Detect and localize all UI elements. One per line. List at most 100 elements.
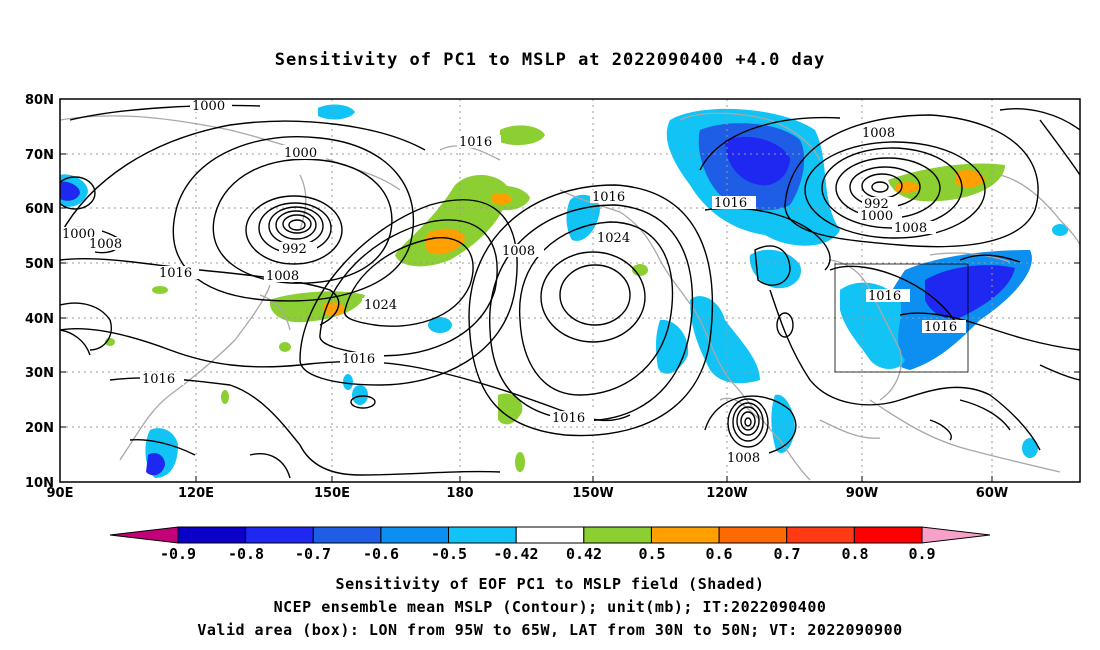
colorbar-swatch — [245, 526, 314, 544]
contour-label: 992 — [282, 242, 307, 257]
lon-label: 180 — [446, 486, 473, 501]
shade-pos-aleut-orange — [492, 193, 512, 205]
lat-label: 10N — [25, 476, 54, 491]
lon-label: 150E — [314, 486, 350, 501]
axis-ticks — [60, 98, 1080, 482]
shade-atlantic-north-inner — [725, 136, 790, 186]
latitude-labels: 80N 70N 60N 50N 40N 30N 20N 10N — [25, 93, 54, 491]
contour-label: 1016 — [142, 372, 175, 387]
shade-labrador-core — [925, 265, 1015, 319]
shade-valid-box — [840, 282, 905, 369]
contour-label: 1016 — [459, 135, 492, 150]
shade-pos-tropic — [498, 393, 523, 425]
shade-west-pac-core — [146, 453, 165, 476]
colorbar-swatch — [515, 526, 585, 544]
shade-siberia-core — [60, 181, 80, 201]
lat-label: 70N — [25, 148, 54, 163]
contour-label: 1016 — [924, 320, 957, 335]
caption-shaded: Sensitivity of EOF PC1 to MSLP field (Sh… — [335, 575, 765, 593]
colorbar-swatch — [786, 526, 855, 544]
colorbar-label: -0.7 — [294, 545, 332, 563]
colorbar-swatch — [312, 526, 382, 544]
shade-pos-japan — [269, 291, 365, 323]
colorbar-swatch — [718, 526, 788, 544]
contour-label: 1000 — [284, 146, 317, 161]
lat-label: 80N — [25, 93, 54, 108]
colorbar-high-triangle — [921, 526, 991, 544]
shade-pos-greenland-orange — [955, 170, 985, 188]
shade-pac-small3 — [343, 374, 353, 390]
lon-label: 60W — [976, 486, 1008, 501]
shade-pac-small2 — [352, 385, 368, 405]
contour-label: 1008 — [89, 237, 122, 252]
contour-label: 1008 — [894, 221, 927, 236]
colorbar-label: 0.6 — [705, 545, 733, 563]
shade-pos-small5 — [279, 342, 291, 352]
lon-label: 120W — [706, 486, 747, 501]
shade-atl-small2 — [1052, 224, 1068, 236]
lat-label: 50N — [25, 257, 54, 272]
contour-label: 1016 — [552, 411, 585, 426]
colorbar — [109, 526, 991, 544]
contour-label: 1000 — [192, 99, 225, 114]
colorbar-label: 0.5 — [638, 545, 666, 563]
contour-label: 1016 — [592, 190, 625, 205]
contour-label: 1016 — [342, 352, 375, 367]
colorbar-swatch — [853, 526, 923, 544]
contour-label: 1016 — [714, 196, 747, 211]
colorbar-label: 0.8 — [841, 545, 869, 563]
lon-label: 150W — [572, 486, 613, 501]
map-title: Sensitivity of PC1 to MSLP at 2022090400… — [274, 50, 826, 70]
shade-pac-small1 — [428, 317, 452, 333]
shade-pos-small2 — [632, 264, 648, 276]
colorbar-label: -0.5 — [430, 545, 468, 563]
contour-label: 1024 — [597, 231, 630, 246]
contour-label: 1008 — [266, 269, 299, 284]
contour-label: 1000 — [860, 209, 893, 224]
shade-pos-small1 — [515, 452, 525, 472]
contour-label: 992 — [864, 197, 889, 212]
colorbar-label: -0.6 — [362, 545, 400, 563]
shade-pos-bering — [500, 125, 545, 146]
contour-label: 1008 — [502, 244, 535, 259]
caption-contour: NCEP ensemble mean MSLP (Contour); unit(… — [273, 598, 827, 616]
colorbar-label: 0.9 — [908, 545, 936, 563]
contour-label: 1008 — [727, 451, 760, 466]
colorbar-label: -0.8 — [227, 545, 265, 563]
colorbar-swatch — [583, 526, 652, 544]
plot-frame — [59, 98, 1081, 483]
colorbar-low-triangle — [109, 526, 179, 544]
contour-label: 1016 — [159, 266, 192, 281]
shaded-sensitivity — [60, 104, 1068, 478]
colorbar-swatch — [380, 526, 450, 544]
shade-pos-japan-orange — [323, 302, 345, 316]
lon-label: 90W — [846, 486, 878, 501]
longitude-labels: 90E 120E 150E 180 150W 120W 90W 60W — [47, 486, 1009, 501]
contour-labels: 1000 1000 1000 1008 992 1008 1016 1016 1… — [60, 99, 966, 466]
contour-label: 1000 — [62, 227, 95, 242]
lon-label: 90E — [47, 486, 74, 501]
shade-pos-small3 — [221, 390, 229, 404]
colorbar-label: 0.42 — [565, 545, 603, 563]
contour-label: 1008 — [862, 126, 895, 141]
shade-pos-small4 — [152, 286, 168, 294]
colorbar-swatch — [650, 526, 720, 544]
colorbar-swatch — [177, 526, 247, 544]
shade-atl-small — [1022, 438, 1038, 458]
contour-label: 1024 — [364, 298, 397, 313]
shade-gulf — [690, 296, 760, 384]
colorbar-label: -0.42 — [493, 545, 539, 563]
colorbar-label: 0.7 — [773, 545, 801, 563]
shade-north-pac — [318, 104, 355, 120]
shade-gulf2 — [655, 319, 689, 374]
lat-label: 60N — [25, 202, 54, 217]
contour-label: 1016 — [868, 289, 901, 304]
lon-label: 120E — [178, 486, 214, 501]
lat-label: 20N — [25, 421, 54, 436]
shade-pos-kamchatka-orange — [425, 228, 465, 255]
lat-label: 30N — [25, 366, 54, 381]
colorbar-label: -0.9 — [159, 545, 197, 563]
lat-label: 40N — [25, 312, 54, 327]
caption-valid-area: Valid area (box): LON from 95W to 65W, L… — [197, 621, 903, 639]
